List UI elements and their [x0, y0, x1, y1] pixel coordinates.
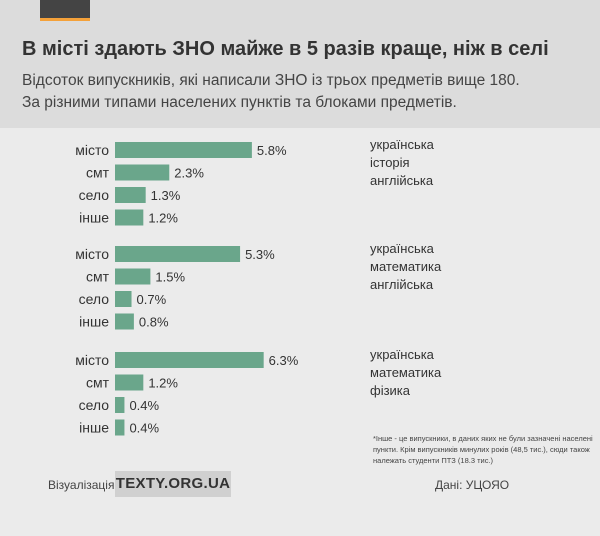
credit-label: Візуалізація –	[48, 478, 125, 492]
bar	[115, 164, 170, 181]
footnote: *Інше - це випускники, в даних яких не б…	[373, 434, 593, 465]
category-label: інше	[79, 420, 109, 436]
category-label: місто	[75, 142, 109, 158]
value-label: 1.2%	[148, 376, 178, 391]
value-label: 5.8%	[257, 143, 287, 158]
subject-label: математика	[370, 259, 442, 274]
category-label: інше	[79, 210, 109, 226]
value-label: 1.5%	[155, 270, 185, 285]
data-source: Дані: УЦОЯО	[435, 478, 510, 492]
subject-label: математика	[370, 365, 442, 380]
category-label: смт	[86, 375, 110, 391]
bar	[115, 313, 134, 330]
subject-label: українська	[370, 241, 435, 256]
value-label: 0.8%	[139, 315, 169, 330]
value-label: 1.2%	[148, 211, 178, 226]
value-label: 0.4%	[129, 398, 159, 413]
logo-mark	[40, 0, 90, 18]
subject-label: історія	[370, 155, 410, 170]
chart-title: В місті здають ЗНО майже в 5 разів краще…	[22, 38, 549, 60]
category-label: інше	[79, 314, 109, 330]
category-label: село	[79, 291, 110, 307]
category-label: місто	[75, 352, 109, 368]
value-label: 2.3%	[174, 166, 204, 181]
subject-label: фізика	[370, 383, 411, 398]
bar	[115, 246, 241, 262]
bar	[115, 374, 144, 391]
value-label: 1.3%	[151, 188, 181, 203]
bar	[115, 187, 146, 203]
value-label: 5.3%	[245, 247, 275, 262]
chart-subtitle: Відсоток випускників, які написали ЗНО і…	[22, 70, 582, 114]
category-label: село	[79, 397, 110, 413]
subject-label: українська	[370, 347, 435, 362]
bar-chart: місто 5.8% смт 2.3% село 1.3% інше 1.2% українсь…	[75, 137, 442, 436]
subject-label: англійська	[370, 173, 434, 188]
category-label: село	[79, 187, 110, 203]
bar	[115, 352, 264, 368]
category-label: місто	[75, 246, 109, 262]
bar	[115, 209, 144, 226]
bar	[115, 419, 125, 436]
value-label: 0.7%	[137, 292, 167, 307]
brand-logo[interactable]: TEXTY.ORG.UA	[115, 471, 231, 497]
bar	[115, 397, 125, 413]
category-label: смт	[86, 165, 110, 181]
value-label: 0.4%	[129, 421, 159, 436]
bar	[115, 268, 151, 285]
bar	[115, 291, 132, 307]
subtitle-line-2: За різними типами населених пунктів та б…	[22, 94, 457, 111]
accent-line	[40, 18, 90, 21]
category-label: смт	[86, 269, 110, 285]
header-panel	[0, 0, 600, 128]
bar	[115, 142, 252, 158]
subject-label: англійська	[370, 277, 434, 292]
subtitle-line-1: Відсоток випускників, які написали ЗНО і…	[22, 72, 520, 89]
subject-label: українська	[370, 137, 435, 152]
value-label: 6.3%	[269, 353, 299, 368]
